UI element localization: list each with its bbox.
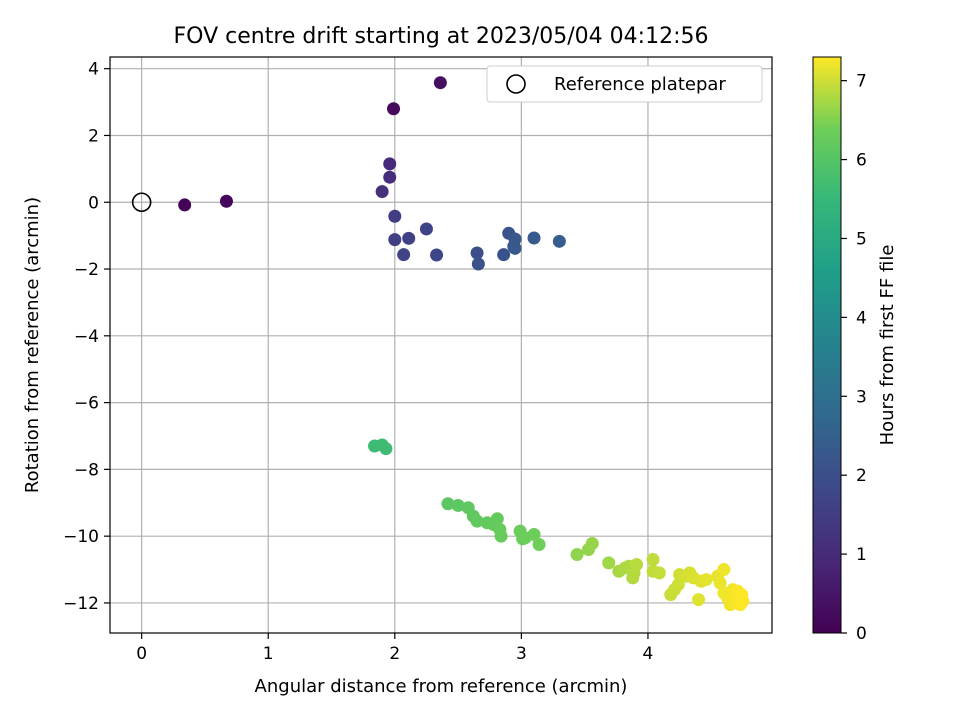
data-point [441, 497, 455, 511]
data-point [383, 157, 397, 171]
colorbar-tick-label: 2 [856, 466, 867, 486]
legend-label-reference-platepar: Reference platepar [554, 74, 726, 95]
data-point [646, 553, 660, 567]
y-tick-label: 2 [88, 126, 99, 146]
y-tick-label: −12 [63, 594, 99, 614]
data-point [497, 248, 511, 262]
data-point [692, 593, 706, 607]
data-point [387, 102, 401, 116]
data-point [532, 538, 546, 552]
data-point [471, 257, 485, 271]
data-point [379, 442, 393, 456]
x-tick-label: 4 [643, 644, 654, 664]
data-point [388, 209, 402, 223]
data-point [508, 241, 522, 255]
data-point [570, 548, 584, 562]
data-point [402, 231, 416, 245]
y-tick-label: 0 [88, 193, 99, 213]
data-point [219, 194, 233, 208]
reference-marker [131, 192, 152, 213]
data-point [527, 231, 541, 245]
y-tick-label: 4 [88, 60, 99, 80]
data-point [713, 576, 727, 590]
x-axis-label: Angular distance from reference (arcmin) [255, 676, 628, 697]
data-point [736, 594, 750, 608]
data-point [419, 222, 433, 236]
data-point [585, 537, 599, 551]
colorbar-label: Hours from first FF file [877, 245, 898, 446]
data-point [451, 498, 465, 512]
chart-title: FOV centre drift starting at 2023/05/04 … [174, 24, 709, 49]
data-point [470, 246, 484, 260]
colorbar-tick-label: 5 [856, 229, 867, 249]
legend-box [486, 65, 763, 103]
y-axis-label: Rotation from reference (arcmin) [22, 197, 43, 493]
data-point [178, 198, 192, 212]
x-axis-ticks: 0 1 2 3 4 [136, 633, 653, 664]
y-axis-ticks: −12 −10 −8 −6 −4 −2 0 2 4 [63, 60, 110, 614]
colorbar-tick-label: 1 [856, 545, 867, 565]
data-point [630, 558, 644, 572]
data-points [178, 76, 750, 612]
colorbar-tick-label: 7 [856, 72, 867, 92]
data-point [397, 248, 411, 262]
data-point [671, 578, 685, 592]
data-point [388, 233, 402, 247]
data-point [494, 529, 508, 543]
data-point [433, 76, 447, 90]
data-point [375, 185, 389, 199]
data-point [383, 170, 397, 184]
colorbar-gradient [812, 56, 842, 634]
y-tick-label: −2 [74, 260, 99, 280]
data-point [430, 248, 444, 262]
grid-lines [110, 57, 772, 633]
y-tick-label: −8 [74, 460, 99, 480]
y-tick-label: −10 [63, 527, 99, 547]
x-tick-label: 3 [516, 644, 527, 664]
data-point [490, 512, 504, 526]
data-point [652, 566, 666, 580]
colorbar-tick-label: 0 [856, 624, 867, 644]
colorbar-tick-label: 4 [856, 308, 867, 328]
legend-marker [506, 74, 526, 94]
plot-frame [109, 56, 773, 634]
legend: Reference platepar [486, 65, 763, 103]
data-point [508, 232, 522, 246]
y-tick-label: −6 [74, 394, 99, 414]
data-point [552, 234, 566, 248]
colorbar-ticks: 0 1 2 3 4 5 6 7 [841, 72, 867, 644]
colorbar-tick-label: 3 [856, 387, 867, 407]
x-tick-label: 2 [389, 644, 400, 664]
data-point [699, 573, 713, 587]
colorbar: 0 1 2 3 4 5 6 7 Hours from first FF file [812, 56, 898, 644]
colorbar-tick-label: 6 [856, 151, 867, 171]
data-point [470, 514, 484, 528]
data-point [602, 556, 616, 570]
x-tick-label: 1 [263, 644, 274, 664]
data-point [717, 563, 731, 577]
data-point [527, 527, 541, 541]
y-tick-label: −4 [74, 327, 99, 347]
x-tick-label: 0 [136, 644, 147, 664]
